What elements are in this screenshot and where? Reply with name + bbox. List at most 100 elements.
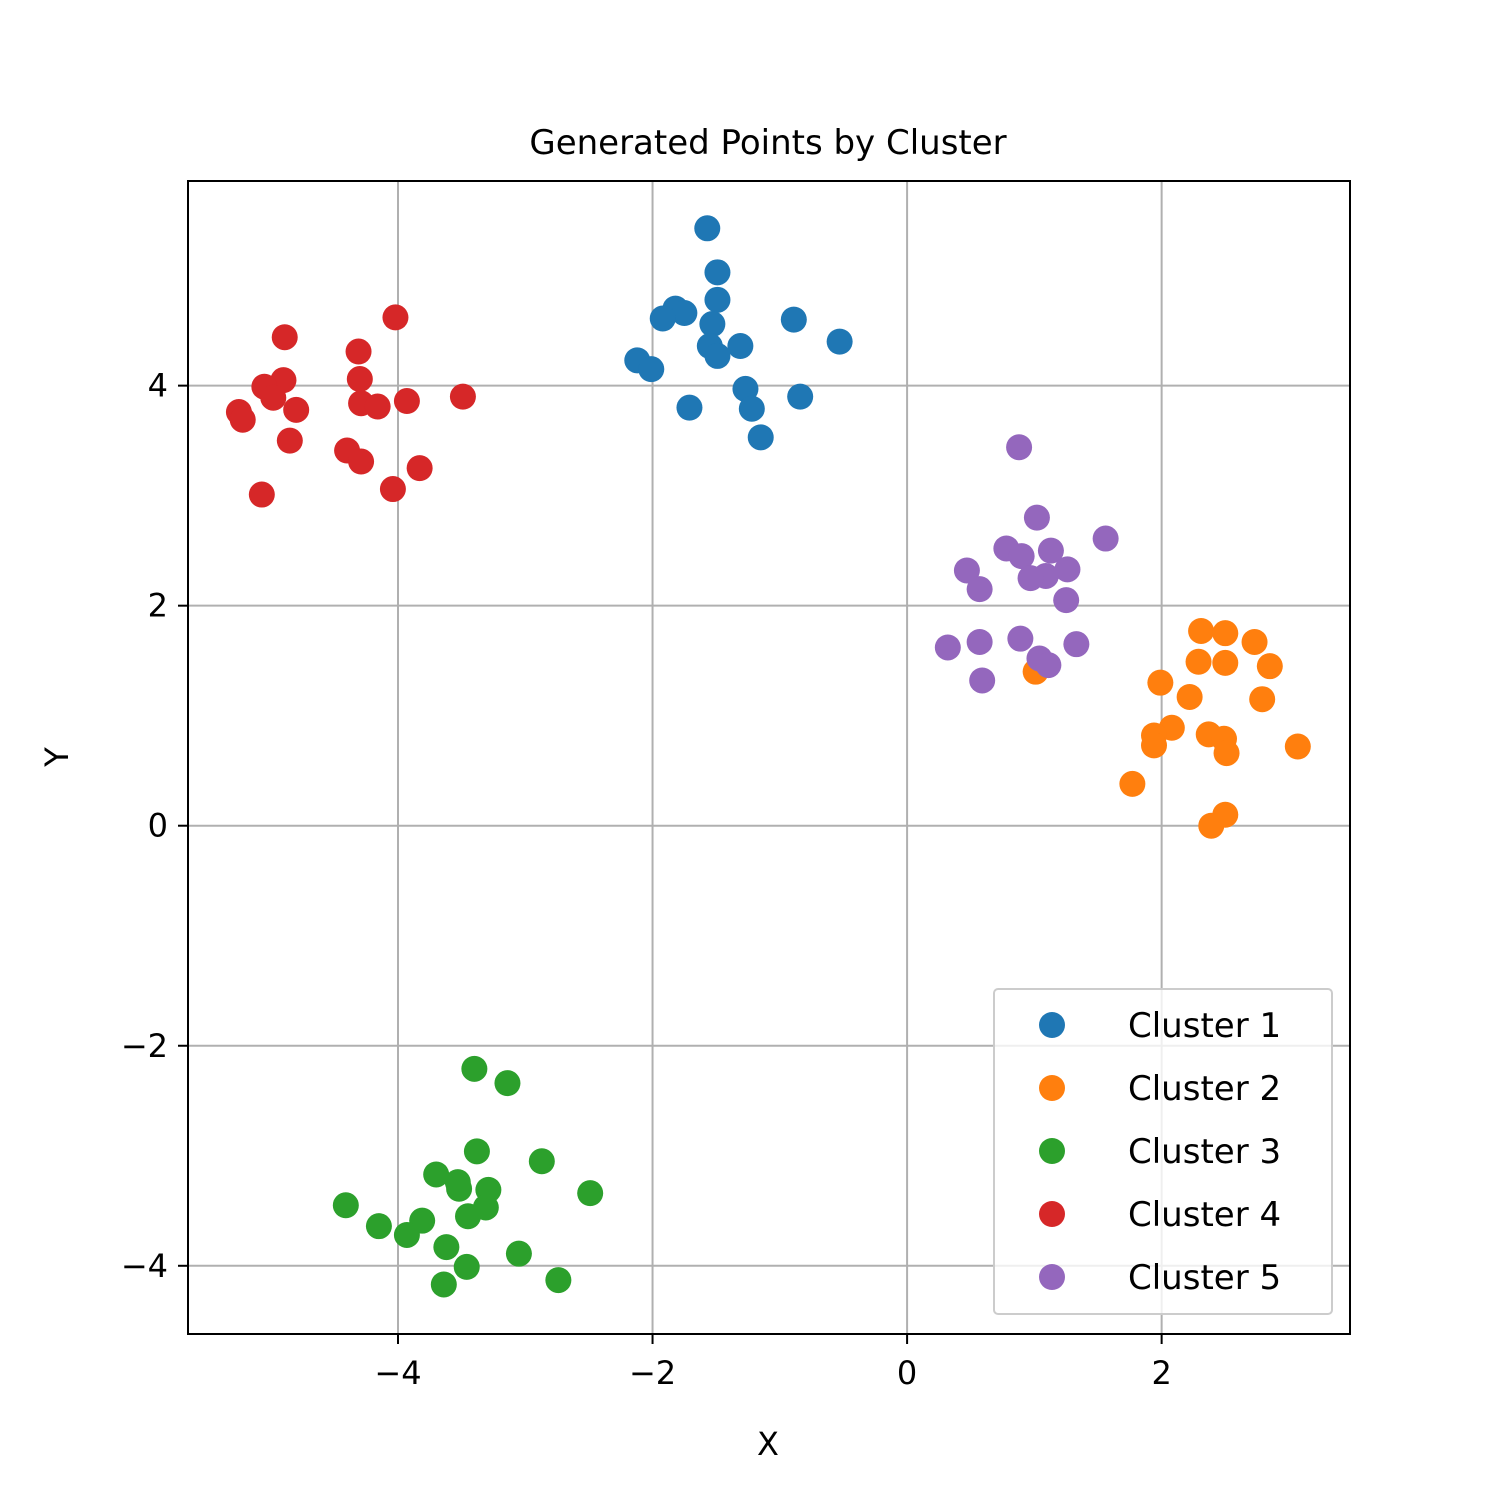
data-point-cluster-3 [423,1161,450,1188]
x-tick-label: 2 [1151,1354,1171,1392]
data-point-cluster-4 [248,481,275,508]
data-point-cluster-4 [348,448,375,475]
data-points [225,215,1311,1298]
data-point-cluster-2 [1185,648,1212,675]
y-tick-label: −2 [121,1027,168,1065]
data-point-cluster-4 [283,396,310,423]
y-tick-label: 0 [148,807,168,845]
data-point-cluster-3 [505,1240,532,1267]
data-point-cluster-1 [747,424,774,451]
data-point-cluster-3 [494,1070,521,1097]
legend-marker-cluster-3 [1039,1138,1065,1164]
data-point-cluster-3 [577,1180,604,1207]
legend-marker-cluster-2 [1039,1075,1065,1101]
data-point-cluster-2 [1119,770,1146,797]
data-point-cluster-5 [1063,631,1090,658]
data-point-cluster-1 [704,342,731,369]
y-tick-label: 4 [148,367,168,405]
data-point-cluster-5 [969,667,996,694]
data-point-cluster-2 [1241,628,1268,655]
data-point-cluster-4 [345,338,372,365]
data-point-cluster-5 [966,628,993,655]
data-point-cluster-5 [1035,652,1062,679]
data-point-cluster-2 [1212,620,1239,647]
data-point-cluster-3 [365,1213,392,1240]
data-point-cluster-5 [1054,556,1081,583]
data-point-cluster-1 [649,305,676,332]
axes-ticks: −4 −2 0 2 −4 −2 0 2 4 [121,367,1172,1392]
data-point-cluster-1 [671,300,698,327]
data-point-cluster-1 [826,328,853,355]
data-point-cluster-4 [229,406,256,433]
y-tick-label: 2 [148,587,168,625]
data-point-cluster-1 [738,395,765,422]
data-point-cluster-5 [1007,625,1034,652]
data-point-cluster-5 [1023,504,1050,531]
data-point-cluster-2 [1213,740,1240,767]
plot-area-frame [187,180,1351,1335]
data-point-cluster-4 [260,384,287,411]
data-point-cluster-1 [694,215,721,242]
data-point-cluster-1 [699,311,726,338]
data-point-cluster-1 [704,259,731,286]
data-point-cluster-5 [1006,434,1033,461]
data-point-cluster-4 [406,455,433,482]
data-point-cluster-3 [433,1234,460,1261]
data-point-cluster-4 [393,388,420,415]
legend-label-cluster-1: Cluster 1 [1128,1006,1281,1046]
data-point-cluster-2 [1249,686,1276,713]
data-point-cluster-3 [393,1221,420,1248]
data-point-cluster-4 [276,427,303,454]
data-point-cluster-2 [1141,732,1167,759]
data-point-cluster-3 [463,1138,490,1165]
data-point-cluster-3 [528,1148,555,1175]
x-tick-label: −4 [374,1354,421,1392]
x-tick-label: −2 [629,1354,676,1392]
data-point-cluster-3 [453,1253,480,1280]
data-point-cluster-4 [379,476,406,503]
chart-title: Generated Points by Cluster [529,123,1006,163]
legend-label-cluster-3: Cluster 3 [1128,1132,1281,1172]
data-point-cluster-5 [1017,565,1044,592]
legend-marker-cluster-1 [1039,1012,1065,1038]
data-point-cluster-4 [449,383,476,410]
legend-label-cluster-4: Cluster 4 [1128,1195,1281,1235]
data-point-cluster-1 [704,286,731,313]
x-axis-label: X [757,1425,779,1463]
x-tick-label: 0 [897,1354,917,1392]
data-point-cluster-2 [1188,617,1215,644]
data-point-cluster-5 [1037,537,1064,564]
data-point-cluster-5 [953,557,980,584]
y-axis-label: Y [38,747,76,768]
data-point-cluster-1 [732,375,759,402]
data-point-cluster-4 [271,324,298,351]
data-point-cluster-5 [934,634,961,661]
data-point-cluster-2 [1176,683,1203,710]
data-point-cluster-3 [446,1175,473,1202]
data-point-cluster-3 [430,1271,457,1298]
data-point-cluster-5 [1053,587,1080,614]
data-point-cluster-2 [1284,733,1311,760]
data-point-cluster-4 [346,366,373,393]
data-point-cluster-2 [1256,653,1283,680]
legend: Cluster 1 Cluster 2 Cluster 3 Cluster 4 Clus… [993,988,1333,1315]
data-point-cluster-2 [1147,669,1174,696]
data-point-cluster-1 [638,356,665,383]
data-point-cluster-2 [1212,649,1239,676]
data-point-cluster-3 [545,1267,572,1294]
data-point-cluster-1 [780,306,807,333]
legend-label-cluster-2: Cluster 2 [1128,1069,1281,1109]
y-tick-label: −4 [121,1247,168,1285]
data-point-cluster-3 [332,1192,359,1219]
data-point-cluster-5 [966,576,993,603]
legend-label-cluster-5: Cluster 5 [1128,1258,1281,1298]
legend-marker-cluster-4 [1039,1201,1065,1227]
data-point-cluster-5 [1092,525,1119,552]
data-point-cluster-4 [382,304,409,331]
legend-box [993,988,1333,1315]
data-point-cluster-3 [455,1203,481,1230]
data-point-cluster-3 [461,1055,488,1082]
legend-marker-cluster-5 [1039,1264,1065,1290]
